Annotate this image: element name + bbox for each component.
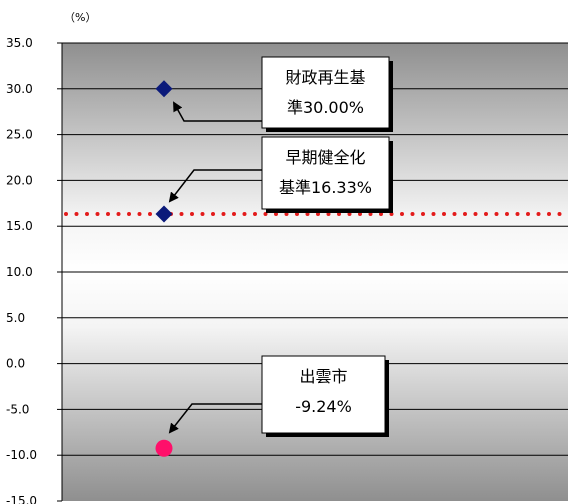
annotation-2: 出雲市 -9.24%	[168, 355, 389, 437]
annotation-leader	[168, 403, 262, 434]
annotation-text: 財政再生基	[285, 68, 365, 87]
annotation-text: 早期健全化	[285, 148, 365, 167]
y-tick-label: -5.0	[6, 402, 29, 416]
y-tick-label: 20.0	[6, 173, 33, 187]
annotation-text: 準30.00%	[287, 98, 364, 117]
y-tick-label: 10.0	[6, 265, 33, 279]
y-tick-label: 25.0	[6, 128, 33, 142]
y-tick-labels: 35.0 30.0 25.0 20.0 15.0 10.0 5.0 0.0 -5.0 -10.0 -…	[6, 36, 62, 504]
annotation-text: -9.24%	[295, 397, 352, 416]
annotation-leader	[173, 101, 262, 122]
y-tick-label: 0.0	[6, 357, 25, 371]
y-tick-label: 35.0	[6, 36, 33, 50]
annotation-box	[261, 56, 390, 129]
data-point-1	[155, 205, 173, 223]
annotation-text: 基準16.33%	[279, 178, 372, 197]
annotation-text: 出雲市	[299, 367, 347, 386]
y-tick-label: 15.0	[6, 219, 33, 233]
data-point-2	[155, 439, 173, 457]
y-tick-label: -10.0	[6, 448, 37, 462]
annotation-box	[261, 355, 386, 434]
annotation-leader	[168, 169, 262, 203]
data-point-0	[155, 80, 173, 98]
annotation-box	[261, 136, 390, 210]
unit-label: （%）	[64, 11, 96, 24]
data-points	[155, 80, 173, 457]
y-tick-label: -15.0	[6, 494, 37, 504]
y-tick-label: 5.0	[6, 311, 25, 325]
y-tick-label: 30.0	[6, 82, 33, 96]
